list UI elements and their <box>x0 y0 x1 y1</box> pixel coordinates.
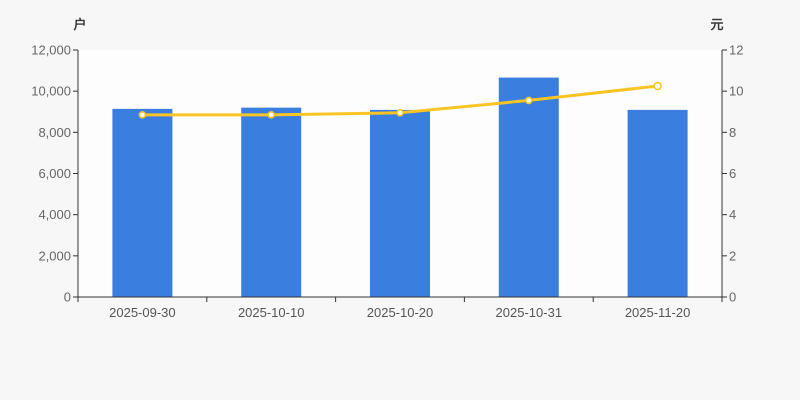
right-axis-tick-label: 10 <box>729 84 743 99</box>
right-axis-tick-label: 0 <box>729 290 736 305</box>
line-series-group <box>138 81 662 119</box>
right-axis-tick-label: 4 <box>729 207 736 222</box>
right-axis-tick-label: 8 <box>729 125 736 140</box>
left-axis-tick-label: 0 <box>64 290 71 305</box>
bars-group <box>112 77 688 298</box>
left-axis-tick-label: 8,000 <box>38 125 71 140</box>
left-axis-tick-label: 4,000 <box>38 207 71 222</box>
bar[interactable] <box>370 109 430 298</box>
axes-group <box>73 49 727 302</box>
left-axis-tick-label: 2,000 <box>38 248 71 263</box>
x-axis-date-label: 2025-10-20 <box>367 305 434 320</box>
x-axis-date-label: 2025-09-30 <box>109 305 176 320</box>
left-axis-tick-label: 12,000 <box>31 43 71 58</box>
line-point[interactable] <box>396 108 404 117</box>
left-axis-unit-label: 户 <box>73 17 86 32</box>
bar[interactable] <box>498 77 559 297</box>
right-axis-tick-label: 6 <box>729 166 736 181</box>
x-axis-date-label: 2025-11-20 <box>625 305 691 320</box>
bar[interactable] <box>112 108 173 297</box>
right-axis-tick-label: 12 <box>729 43 743 58</box>
line-point[interactable] <box>267 111 276 119</box>
right-axis-tick-label: 2 <box>729 248 736 263</box>
left-axis-tick-label: 10,000 <box>31 84 71 99</box>
line-point[interactable] <box>653 81 662 91</box>
left-axis-tick-label: 6,000 <box>38 166 71 181</box>
bar[interactable] <box>241 107 302 297</box>
x-axis-date-label: 2025-10-31 <box>496 305 563 320</box>
right-axis-unit-label: 元 <box>710 17 723 32</box>
bar[interactable] <box>627 109 688 298</box>
line-point[interactable] <box>138 111 147 119</box>
x-axis-date-label: 2025-10-10 <box>238 305 305 320</box>
line-point[interactable] <box>524 96 533 105</box>
